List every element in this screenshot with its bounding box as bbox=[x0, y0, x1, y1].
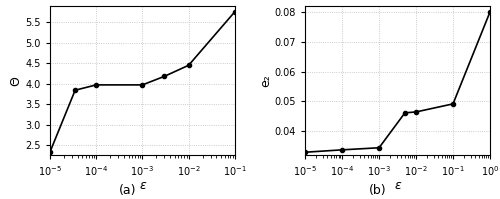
Text: (a): (a) bbox=[119, 184, 136, 197]
Text: (b): (b) bbox=[368, 184, 386, 197]
Y-axis label: e₂: e₂ bbox=[259, 74, 272, 87]
X-axis label: ε: ε bbox=[394, 179, 401, 192]
X-axis label: ε: ε bbox=[139, 179, 146, 192]
Y-axis label: Θ: Θ bbox=[10, 76, 22, 86]
